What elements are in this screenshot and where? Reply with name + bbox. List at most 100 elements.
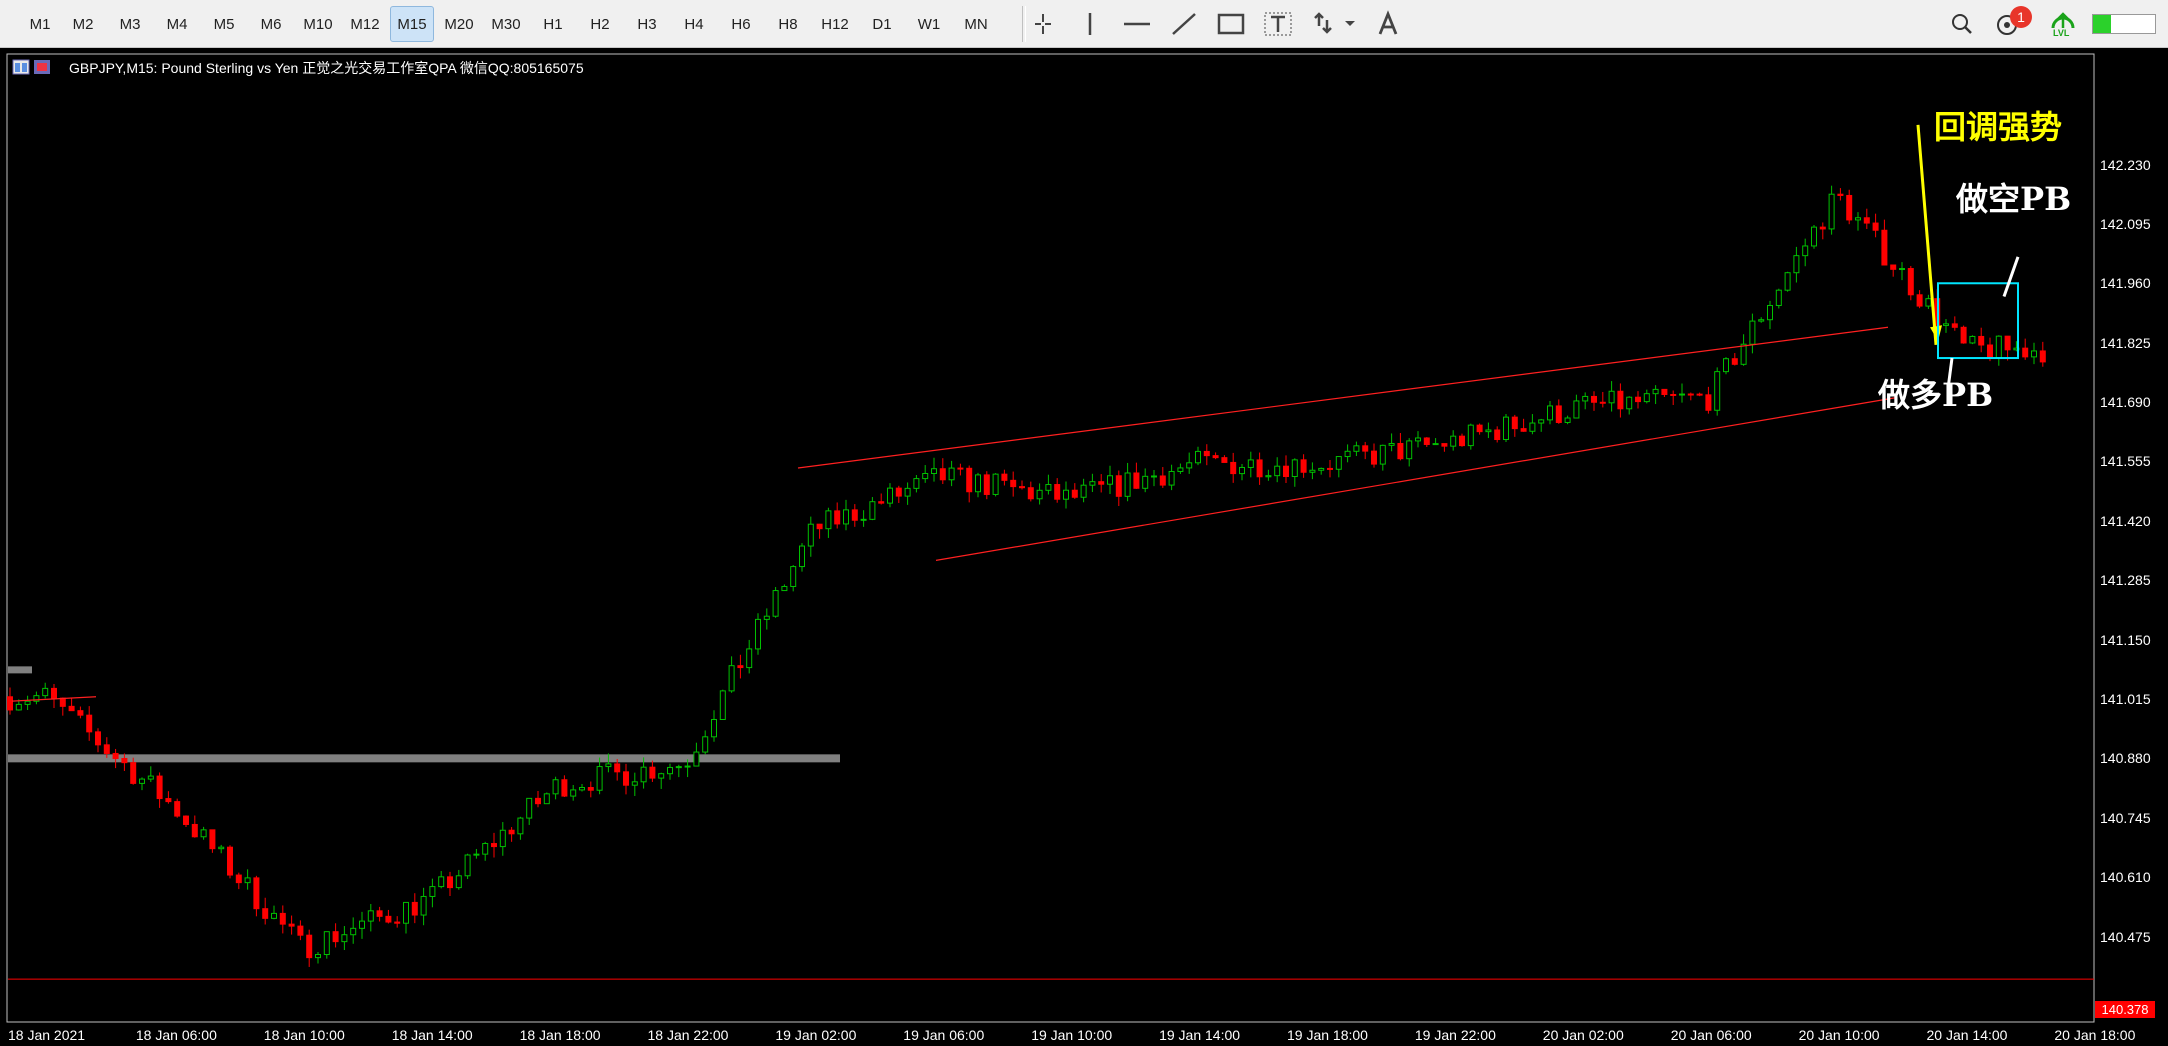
candle-body xyxy=(561,779,568,797)
candle-body xyxy=(332,931,339,943)
candle-body xyxy=(1151,475,1157,478)
candle-body xyxy=(1432,443,1439,446)
annotation-long-pb[interactable]: 做多PB xyxy=(1878,376,1994,414)
timeframe-d1[interactable]: D1 xyxy=(872,16,892,33)
candle-body xyxy=(341,934,348,943)
chart-title: GBPJPY,M15: Pound Sterling vs Yen 正觉之光交易… xyxy=(69,60,584,76)
time-tick: 19 Jan 06:00 xyxy=(903,1027,985,1043)
timeframe-h8[interactable]: H8 xyxy=(778,16,798,33)
timeframe-m12[interactable]: M12 xyxy=(350,16,380,33)
timeframe-m4[interactable]: M4 xyxy=(166,16,188,33)
candle-body xyxy=(271,912,277,919)
candle-body xyxy=(1740,343,1747,365)
candle-body xyxy=(1978,335,1985,346)
timeframe-w1[interactable]: W1 xyxy=(917,16,941,33)
horizontal-level xyxy=(8,754,840,763)
candle-body xyxy=(587,787,594,791)
timeframe-m15[interactable]: M15 xyxy=(390,6,434,42)
time-tick: 19 Jan 10:00 xyxy=(1031,1027,1113,1043)
timeframe-h1[interactable]: H1 xyxy=(543,16,563,33)
candle-body xyxy=(429,886,436,897)
candle-body xyxy=(1661,388,1668,395)
annotation-pullback-strong[interactable]: 回调强势 xyxy=(1934,108,2063,146)
text-tool-icon[interactable] xyxy=(1258,6,1298,42)
candle-body xyxy=(1652,388,1659,395)
candle-body xyxy=(1309,469,1316,473)
candle-body xyxy=(1115,475,1122,497)
candle-body xyxy=(121,757,128,764)
candle-body xyxy=(1089,481,1096,486)
candle-body xyxy=(1107,475,1113,485)
timeframe-m30[interactable]: M30 xyxy=(491,16,521,33)
trendline-icon[interactable] xyxy=(1164,6,1204,42)
timeframe-m2[interactable]: M2 xyxy=(72,16,94,33)
candle-body xyxy=(1608,390,1615,404)
candle-body xyxy=(315,954,321,959)
candle-body xyxy=(473,853,480,856)
candle-body xyxy=(878,501,885,504)
candle-body xyxy=(1529,422,1536,432)
candle-body xyxy=(1467,424,1474,447)
price-tick: 141.015 xyxy=(2100,690,2151,707)
candle-body xyxy=(763,615,770,620)
price-tick: 141.690 xyxy=(2100,394,2151,411)
candle-body xyxy=(913,478,920,489)
candle-body xyxy=(103,744,110,754)
text-label-icon[interactable] xyxy=(1368,6,1408,42)
candle-body xyxy=(825,510,832,530)
candle-body xyxy=(403,901,409,924)
candle-body xyxy=(570,789,577,797)
timeframe-m6[interactable]: M6 xyxy=(260,16,282,33)
candle-body xyxy=(702,736,709,753)
candle-body xyxy=(535,797,541,805)
timeframe-m3[interactable]: M3 xyxy=(119,16,141,33)
white-arrow-long xyxy=(1946,357,1954,390)
candle-body xyxy=(631,781,638,786)
notifications-icon[interactable]: 1 xyxy=(1990,6,2034,42)
time-tick: 20 Jan 06:00 xyxy=(1670,1027,1752,1043)
candle-body xyxy=(1423,437,1430,445)
candle-body xyxy=(1450,435,1457,447)
candle-body xyxy=(350,927,357,936)
candle-body xyxy=(1362,445,1369,452)
candle-body xyxy=(1547,405,1553,421)
chart-window-icon[interactable] xyxy=(12,58,52,81)
channel-lower-line xyxy=(935,397,1897,561)
time-tick: 19 Jan 18:00 xyxy=(1287,1027,1368,1043)
timeframe-mn[interactable]: MN xyxy=(964,16,988,33)
candle-body xyxy=(1195,450,1201,464)
candle-body xyxy=(1247,459,1254,468)
vertical-line-icon[interactable] xyxy=(1070,6,1110,42)
candle-body xyxy=(1265,475,1272,478)
timeframe-h6[interactable]: H6 xyxy=(731,16,751,33)
timeframe-h3[interactable]: H3 xyxy=(637,16,657,33)
timeframe-m5[interactable]: M5 xyxy=(213,16,235,33)
candle-body xyxy=(112,752,119,759)
candle-body xyxy=(931,468,937,475)
candle-body xyxy=(2031,350,2037,358)
candle-body xyxy=(1379,444,1386,465)
timeframe-m10[interactable]: M10 xyxy=(303,16,333,33)
candle-body xyxy=(209,829,216,850)
timeframe-m20[interactable]: M20 xyxy=(444,16,474,33)
horizontal-line-icon[interactable] xyxy=(1117,6,1157,42)
candle-body xyxy=(693,751,700,767)
timeframe-h2[interactable]: H2 xyxy=(590,16,610,33)
signal-icon[interactable]: LVL xyxy=(2045,6,2081,42)
candle-body xyxy=(1353,445,1360,452)
chart-area[interactable]: GBPJPY,M15: Pound Sterling vs Yen 正觉之光交易… xyxy=(0,48,2168,1046)
candle-body xyxy=(262,908,269,919)
annotation-short-pb[interactable]: 做空PB xyxy=(1956,180,2072,218)
candle-body xyxy=(711,718,717,738)
candle-body xyxy=(1705,394,1712,411)
timeframe-m1[interactable]: M1 xyxy=(29,16,51,33)
candle-body xyxy=(130,762,137,784)
timeframe-h12[interactable]: H12 xyxy=(821,16,849,33)
rectangle-icon[interactable] xyxy=(1211,6,1251,42)
chart-canvas[interactable] xyxy=(0,48,2168,1046)
timeframe-h4[interactable]: H4 xyxy=(684,16,704,33)
search-icon[interactable] xyxy=(1945,6,1979,42)
crosshair-icon[interactable] xyxy=(1023,6,1063,42)
candle-body xyxy=(1177,467,1184,472)
arrows-icon[interactable] xyxy=(1305,6,1361,42)
